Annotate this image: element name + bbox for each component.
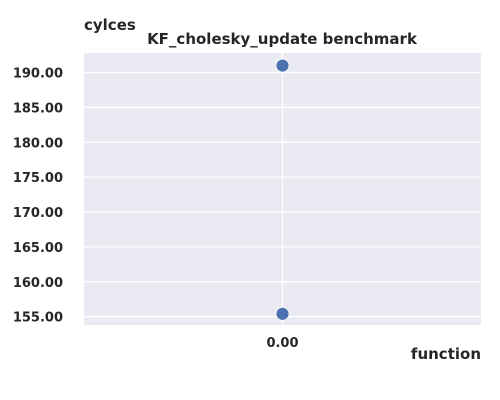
x-axis-label: function bbox=[411, 345, 481, 363]
data-point bbox=[275, 306, 290, 321]
y-tick-label: 165.00 bbox=[13, 241, 63, 256]
y-tick-label: 160.00 bbox=[13, 276, 63, 291]
y-tick-label: 190.00 bbox=[13, 67, 63, 82]
y-tick-labels: 155.00 160.00 165.00 170.00 175.00 180.00 185.… bbox=[13, 67, 63, 326]
chart-title: KF_cholesky_update benchmark bbox=[147, 30, 418, 48]
y-tick-label: 155.00 bbox=[13, 311, 63, 326]
grid-lines bbox=[84, 53, 481, 325]
x-tick-label: 0.00 bbox=[266, 336, 298, 351]
y-axis-label: cylces bbox=[84, 16, 136, 34]
data-points bbox=[275, 58, 290, 321]
y-tick-label: 170.00 bbox=[13, 206, 63, 221]
x-tick-labels: 0.00 bbox=[266, 336, 298, 351]
y-tick-label: 180.00 bbox=[13, 136, 63, 151]
y-tick-label: 185.00 bbox=[13, 101, 63, 116]
data-point bbox=[275, 58, 290, 73]
y-tick-label: 175.00 bbox=[13, 171, 63, 186]
